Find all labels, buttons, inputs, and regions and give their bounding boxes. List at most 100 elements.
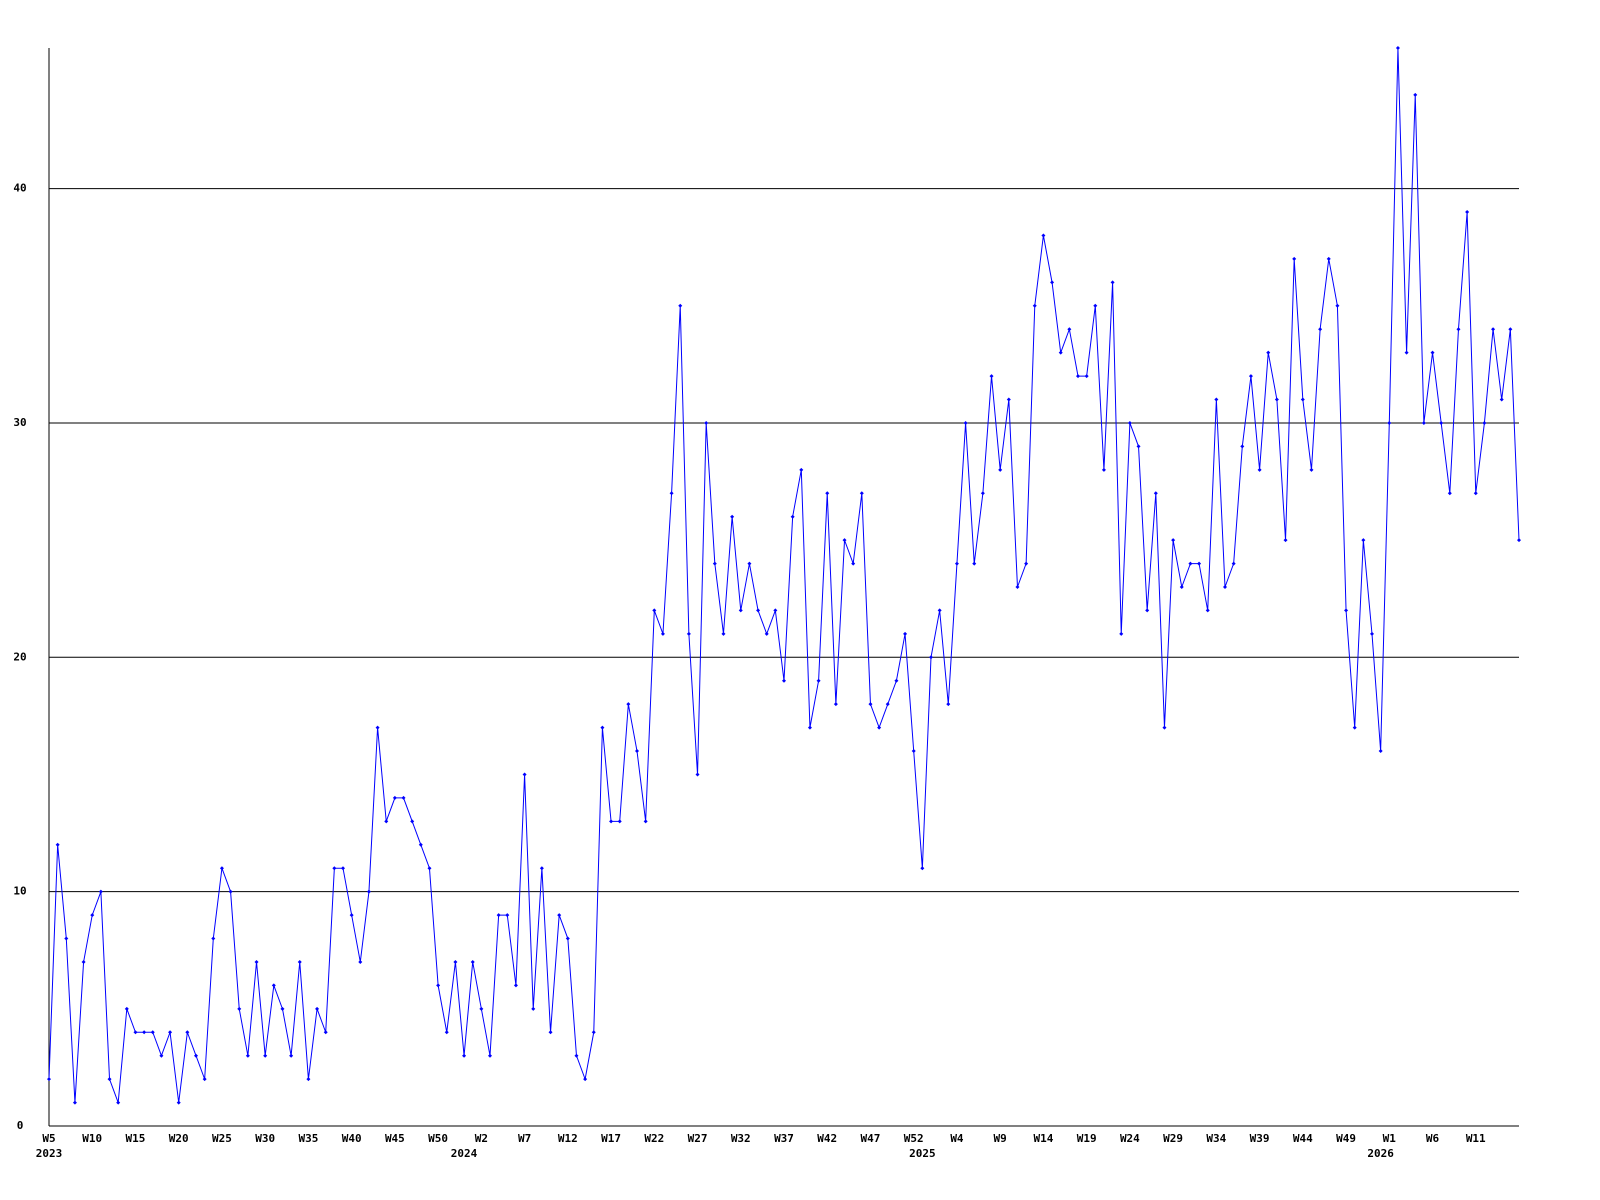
data-point [1240, 444, 1245, 449]
data-point [98, 889, 103, 894]
data-point [998, 467, 1003, 472]
data-point [1473, 491, 1478, 496]
x-tick-label: W35 [298, 1132, 318, 1145]
data-point [1205, 608, 1210, 613]
data-point [1214, 397, 1219, 402]
y-tick-label: 40 [13, 182, 26, 195]
data-point [929, 655, 933, 660]
data-point [877, 725, 882, 730]
data-point [1110, 280, 1115, 285]
x-tick-label: W30 [255, 1132, 275, 1145]
x-tick-label: W1 [1383, 1132, 1397, 1145]
data-point [1508, 327, 1513, 332]
data-point [1006, 397, 1011, 402]
data-point [1413, 92, 1418, 97]
x-tick-label: W44 [1293, 1132, 1313, 1145]
data-point [799, 467, 804, 472]
data-point [1171, 538, 1176, 543]
data-point [1491, 327, 1496, 332]
data-point [1024, 561, 1029, 566]
data-point [1335, 303, 1340, 308]
data-point [816, 678, 821, 683]
x-tick-label: W17 [601, 1132, 621, 1145]
data-point [980, 491, 985, 496]
data-point [150, 1030, 155, 1035]
data-point [392, 795, 397, 800]
data-point [1361, 538, 1366, 543]
data-point [1344, 608, 1349, 613]
data-point [107, 1077, 112, 1082]
data-point [90, 913, 95, 918]
data-point [1439, 420, 1444, 425]
data-point [1300, 397, 1305, 402]
data-point [202, 1077, 207, 1082]
data-point [1499, 397, 1504, 402]
data-point [142, 1030, 147, 1035]
data-point [263, 1053, 268, 1058]
data-point [1378, 749, 1383, 754]
data-point [989, 374, 994, 379]
x-tick-label: W12 [558, 1132, 578, 1145]
data-point [1370, 631, 1374, 636]
data-point [1266, 350, 1271, 355]
data-point [1188, 561, 1193, 566]
data-point [332, 866, 337, 871]
data-point [1101, 467, 1106, 472]
data-point [289, 1053, 294, 1058]
data-point [1326, 256, 1331, 261]
data-point [617, 819, 622, 824]
data-point [185, 1030, 190, 1035]
data-point [271, 983, 276, 988]
data-point [565, 936, 570, 941]
data-point [1076, 374, 1080, 379]
data-line [48, 47, 1520, 1103]
data-point [531, 1006, 536, 1011]
y-tick-label: 10 [13, 885, 26, 898]
data-point [116, 1100, 121, 1105]
data-point [168, 1030, 173, 1035]
x-year-label: 2024 [451, 1147, 478, 1160]
data-point [635, 749, 639, 754]
data-point [159, 1053, 164, 1058]
x-tick-label: W40 [342, 1132, 362, 1145]
x-tick-label: W27 [688, 1132, 708, 1145]
data-point [81, 959, 86, 964]
x-tick-label: W32 [731, 1132, 751, 1145]
data-point [245, 1053, 250, 1058]
data-point [1309, 467, 1314, 472]
data-point [513, 983, 518, 988]
x-tick-label: W42 [817, 1132, 837, 1145]
x-tick-label: W4 [950, 1132, 964, 1145]
data-point [124, 1006, 129, 1011]
data-point [1274, 397, 1279, 402]
data-point [626, 702, 631, 707]
x-tick-label: W5 [42, 1132, 55, 1145]
data-point [1387, 420, 1392, 425]
data-point [609, 819, 614, 824]
data-point [591, 1030, 596, 1035]
data-point [842, 538, 847, 543]
data-point [946, 702, 951, 707]
x-tick-label: W19 [1077, 1132, 1097, 1145]
data-point [1050, 280, 1055, 285]
data-point [1283, 538, 1288, 543]
data-point [1421, 420, 1426, 425]
data-point [444, 1030, 449, 1035]
data-point [920, 866, 925, 871]
data-point [410, 819, 415, 824]
x-tick-label: W20 [169, 1132, 189, 1145]
data-point [505, 913, 510, 918]
data-point [133, 1030, 138, 1035]
data-point [1318, 327, 1323, 332]
data-point [1465, 210, 1470, 215]
data-point [1231, 561, 1236, 566]
x-tick-label: W10 [82, 1132, 102, 1145]
data-point [1223, 585, 1227, 589]
data-point [1058, 350, 1063, 355]
x-year-label: 2025 [909, 1147, 936, 1160]
data-point [1119, 631, 1124, 636]
data-point [1292, 256, 1297, 261]
data-point [825, 491, 830, 496]
data-point [47, 1077, 51, 1082]
